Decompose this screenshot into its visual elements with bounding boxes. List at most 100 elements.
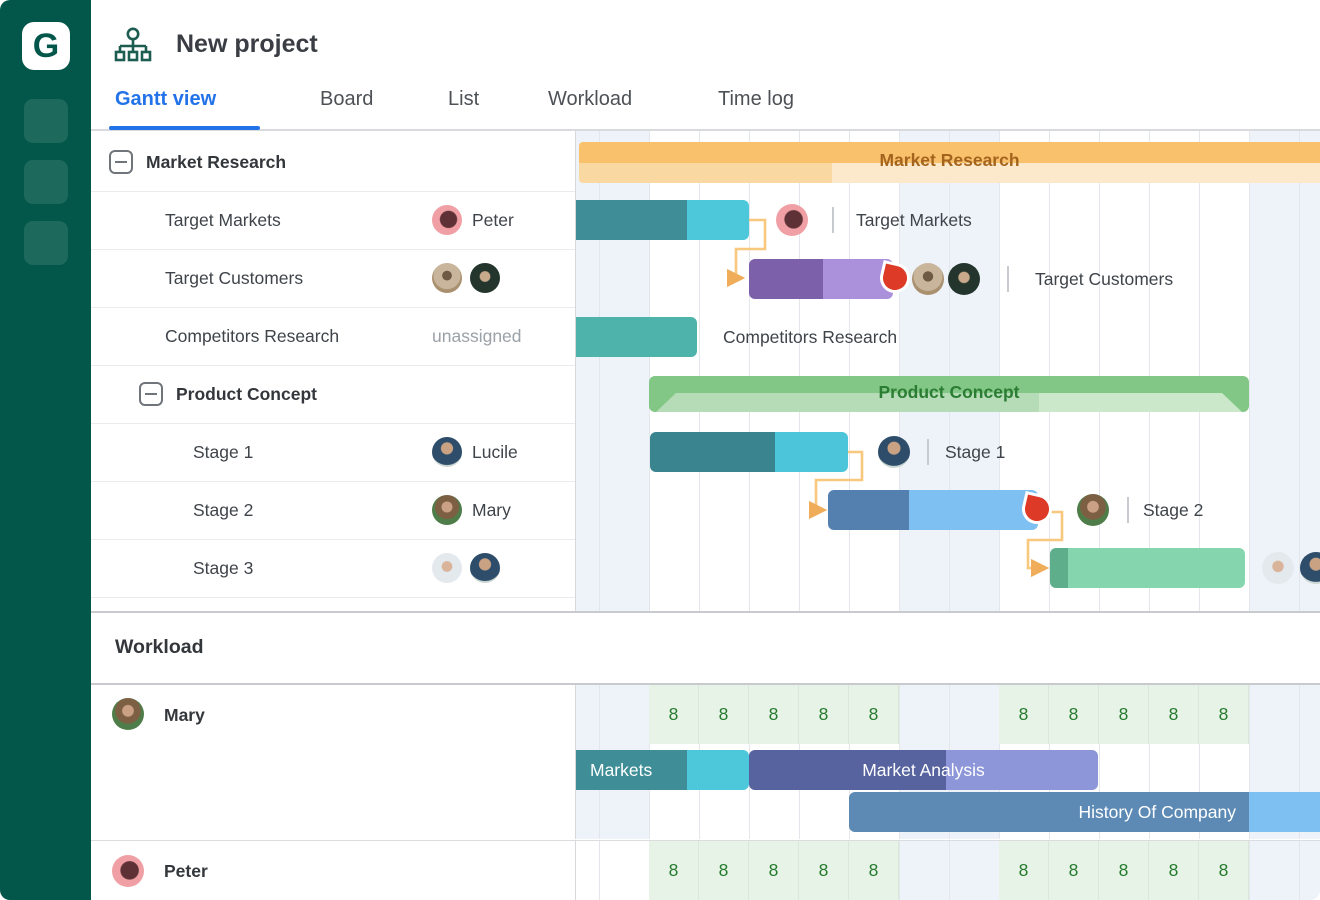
bar-label: Stage 2 — [1143, 500, 1204, 520]
person-name: Mary — [164, 705, 205, 725]
task-name: Stage 3 — [193, 558, 254, 578]
gantt-bar-stage-3[interactable] — [1050, 548, 1245, 588]
bar-label: Target Markets — [856, 210, 972, 230]
weekend-band — [1249, 841, 1320, 900]
avatar — [878, 436, 910, 468]
workload-chart-mary: 8 8 8 8 8 8 8 8 8 8 Markets Market Analy… — [576, 685, 1320, 839]
task-row[interactable]: Competitors Research unassigned — [91, 307, 575, 366]
task-name: Competitors Research — [165, 326, 340, 346]
sidebar-menu-item-3[interactable] — [24, 221, 68, 265]
hour-cell: 8 — [849, 841, 899, 900]
assignee-name: Lucile — [472, 442, 518, 462]
avatar — [432, 553, 462, 583]
hour-cell: 8 — [1149, 685, 1199, 744]
gantt-bar-competitors-research[interactable] — [576, 317, 697, 357]
task-name: Market Research — [146, 152, 287, 172]
hour-cell: 8 — [1199, 685, 1249, 744]
task-row[interactable]: Stage 1 Lucile — [91, 423, 575, 482]
sidebar: G — [0, 0, 91, 900]
tab-gantt-view[interactable]: Gantt view — [115, 88, 217, 110]
hour-cell: 8 — [1049, 685, 1099, 744]
avatar — [112, 855, 144, 887]
sidebar-menu-item-2[interactable] — [24, 160, 68, 204]
summary-bar-label: Market Research — [879, 150, 1020, 170]
workload-bar-label: Markets — [590, 760, 653, 780]
hour-cell: 8 — [849, 685, 899, 744]
gantt-bar-stage-2[interactable] — [828, 490, 1038, 530]
gantt-bar-target-markets[interactable] — [576, 200, 749, 240]
avatar — [432, 437, 462, 467]
hour-cell: 8 — [699, 685, 749, 744]
active-tab-indicator — [109, 126, 260, 130]
avatar — [470, 263, 500, 293]
assignee-name: Mary — [472, 500, 511, 520]
weekend-band — [899, 841, 999, 900]
hour-cell: 8 — [649, 685, 699, 744]
workload-row-peter[interactable]: Peter — [91, 840, 576, 900]
hour-cell: 8 — [1099, 685, 1149, 744]
hour-cell: 8 — [749, 685, 799, 744]
task-name: Stage 1 — [193, 442, 254, 462]
task-row[interactable]: Stage 2 Mary — [91, 481, 575, 540]
task-row[interactable]: Product Concept — [91, 365, 575, 424]
hour-cell: 8 — [749, 841, 799, 900]
task-row[interactable]: Market Research — [91, 133, 575, 192]
summary-bar-label: Product Concept — [878, 382, 1020, 402]
weekend-band — [1249, 131, 1320, 611]
gantt-bar-product-concept[interactable]: Product Concept — [649, 376, 1249, 412]
tab-workload[interactable]: Workload — [548, 88, 633, 110]
section-divider — [91, 683, 1320, 685]
tab-list[interactable]: List — [448, 88, 480, 110]
app-logo[interactable]: G — [22, 22, 70, 70]
label-divider — [832, 207, 834, 233]
task-name: Target Markets — [165, 210, 281, 230]
task-name: Stage 2 — [193, 500, 254, 520]
avatar — [432, 495, 462, 525]
hour-cell: 8 — [649, 841, 699, 900]
logo-letter: G — [32, 26, 60, 65]
avatar — [1262, 552, 1294, 584]
workload-bar-history-of-company[interactable]: History Of Company — [849, 792, 1320, 832]
avatar — [432, 205, 462, 235]
avatar — [1077, 494, 1109, 526]
hour-cell: 8 — [1049, 841, 1099, 900]
workload-row-mary[interactable]: Mary — [91, 685, 576, 839]
hour-cell: 8 — [999, 841, 1049, 900]
gantt-bar-stage-1[interactable] — [650, 432, 848, 472]
section-divider — [91, 611, 1320, 613]
assignee-name: Peter — [472, 210, 514, 230]
task-row[interactable]: Stage 3 — [91, 539, 575, 598]
hour-cell: 8 — [999, 685, 1049, 744]
gantt-chart: Market Research Target Markets Target Cu… — [576, 131, 1320, 611]
sidebar-menu-item-1[interactable] — [24, 99, 68, 143]
tab-board[interactable]: Board — [320, 88, 374, 110]
avatar — [470, 553, 500, 583]
project-hierarchy-icon — [113, 26, 153, 71]
label-divider — [927, 439, 929, 465]
avatar — [776, 204, 808, 236]
hour-cell: 8 — [1099, 841, 1149, 900]
avatar — [1300, 552, 1320, 584]
hour-cell: 8 — [799, 841, 849, 900]
workload-bar-label: History Of Company — [1078, 802, 1236, 822]
avatar — [912, 263, 944, 295]
task-row[interactable]: Target Markets Peter — [91, 191, 575, 250]
collapse-button[interactable] — [109, 150, 133, 174]
workload-bar-market-analysis[interactable]: Market Analysis — [749, 750, 1098, 790]
gantt-bar-target-customers[interactable] — [749, 259, 893, 299]
assignee-name: unassigned — [432, 326, 522, 346]
hour-cell: 8 — [699, 841, 749, 900]
tab-time-log[interactable]: Time log — [718, 88, 794, 110]
collapse-button[interactable] — [139, 382, 163, 406]
task-name: Target Customers — [165, 268, 304, 288]
workload-bar-markets[interactable]: Markets — [576, 750, 749, 790]
tabbar-divider — [91, 129, 1320, 131]
workload-chart-peter: 8 8 8 8 8 8 8 8 8 8 — [576, 840, 1320, 900]
bar-label: Target Customers — [1035, 269, 1174, 289]
label-divider — [1127, 497, 1129, 523]
task-row[interactable]: Target Customers — [91, 249, 575, 308]
gantt-bar-market-research[interactable]: Market Research — [579, 142, 1320, 183]
workload-section-title: Workload — [115, 636, 204, 658]
avatar — [948, 263, 980, 295]
